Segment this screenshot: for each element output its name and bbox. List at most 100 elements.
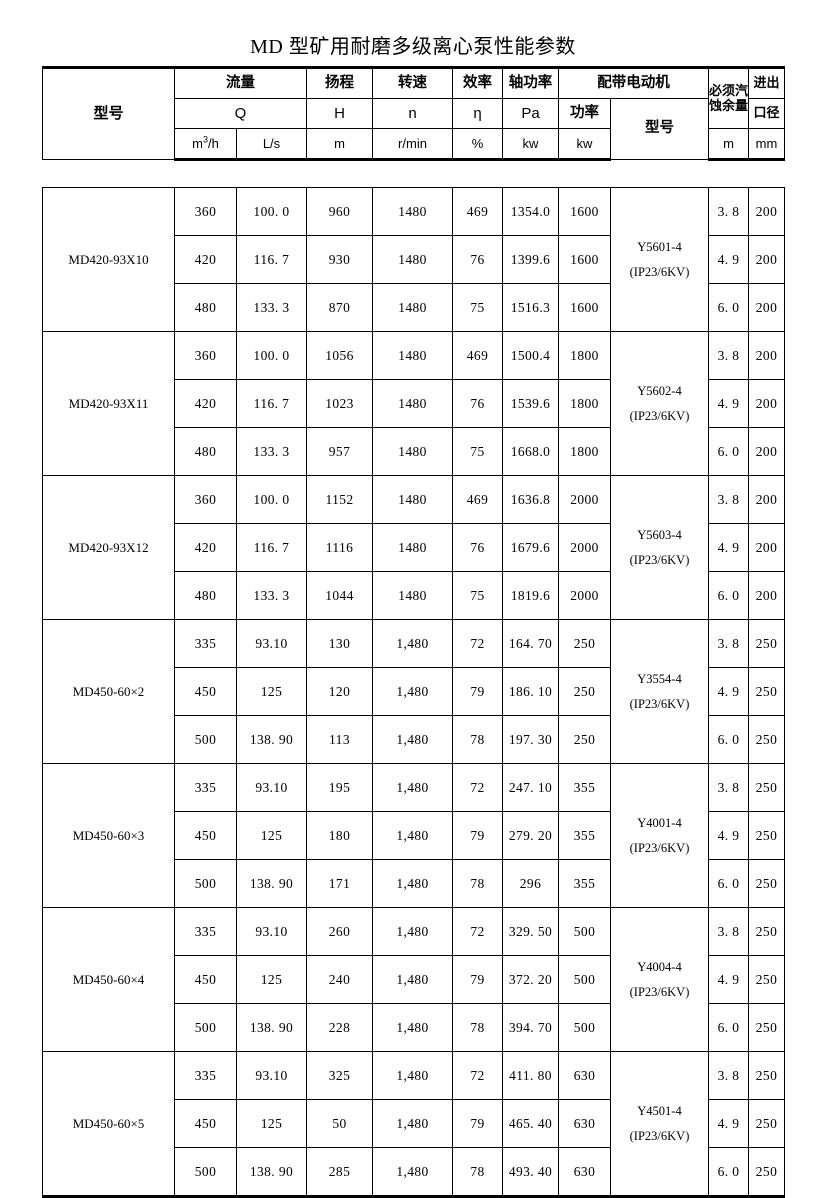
- cell-flow-ls: 100. 0: [236, 187, 307, 236]
- cell-motor-power: 2000: [558, 571, 611, 620]
- table-row: 450 125 180 1,480 79 279. 20 355 4. 9 250: [43, 811, 785, 860]
- cell-flow-m3h: 335: [174, 763, 237, 812]
- cell-port-diameter: 250: [748, 619, 785, 668]
- cell-shaft-power: 1399.6: [502, 235, 559, 284]
- cell-npsh: 6. 0: [708, 427, 749, 476]
- cell-head: 1023: [306, 379, 373, 428]
- unit-per-hour: /h: [208, 135, 219, 151]
- cell-port-diameter: 250: [748, 715, 785, 764]
- cell-speed: 1,480: [372, 763, 453, 812]
- cell-motor-power: 1600: [558, 187, 611, 236]
- pump-model: MD450-60×3: [42, 763, 175, 908]
- cell-motor-power: 2000: [558, 523, 611, 572]
- header-unit-head: m: [306, 128, 373, 161]
- motor-protection-spec: (IP23/6KV): [629, 840, 690, 855]
- header-motor-model: 型号: [610, 98, 709, 160]
- header-unit-flow-m3h: m3/h: [174, 128, 237, 161]
- cell-port-diameter: 250: [748, 1099, 785, 1148]
- cell-port-diameter: 200: [748, 475, 785, 524]
- cell-flow-m3h: 500: [174, 859, 237, 908]
- cell-head: 1152: [306, 475, 373, 524]
- cell-flow-m3h: 360: [174, 475, 237, 524]
- cell-motor-power: 1800: [558, 331, 611, 380]
- cell-flow-m3h: 480: [174, 571, 237, 620]
- header-flow-symbol: Q: [174, 98, 307, 129]
- motor-protection-spec: (IP23/6KV): [629, 696, 690, 711]
- cell-npsh: 3. 8: [708, 187, 749, 236]
- cell-shaft-power: 296: [502, 859, 559, 908]
- cell-flow-m3h: 480: [174, 283, 237, 332]
- cell-npsh: 4. 9: [708, 811, 749, 860]
- cell-head: 260: [306, 907, 373, 956]
- cell-efficiency: 72: [452, 619, 503, 668]
- cell-port-diameter: 250: [748, 955, 785, 1004]
- cell-head: 957: [306, 427, 373, 476]
- cell-flow-m3h: 420: [174, 235, 237, 284]
- table-body: MD420-93X10 360 100. 0 960 1480 469 1354.0 1600…: [42, 187, 785, 1198]
- cell-motor-power: 630: [558, 1099, 611, 1148]
- cell-head: 1056: [306, 331, 373, 380]
- cell-motor-power: 250: [558, 715, 611, 764]
- table-row: 480 133. 3 957 1480 75 1668.0 1800 6. 0 200: [43, 427, 785, 476]
- unit-m: m: [192, 135, 203, 151]
- cell-motor-power: 500: [558, 955, 611, 1004]
- motor-model: Y4004-4 (IP23/6KV): [610, 907, 709, 1052]
- cell-speed: 1,480: [372, 1099, 453, 1148]
- cell-shaft-power: 1679.6: [502, 523, 559, 572]
- cell-flow-ls: 133. 3: [236, 427, 307, 476]
- motor-protection-spec: (IP23/6KV): [629, 264, 690, 279]
- cell-speed: 1,480: [372, 715, 453, 764]
- cell-npsh: 3. 8: [708, 907, 749, 956]
- table-row: 500 138. 90 228 1,480 78 394. 70 500 6. 0 250: [43, 1003, 785, 1052]
- cell-npsh: 3. 8: [708, 763, 749, 812]
- motor-model: Y5602-4 (IP23/6KV): [610, 331, 709, 476]
- cell-speed: 1,480: [372, 955, 453, 1004]
- cell-shaft-power: 1636.8: [502, 475, 559, 524]
- cell-flow-m3h: 335: [174, 907, 237, 956]
- motor-model-code: Y5601-4: [637, 239, 682, 254]
- cell-head: 171: [306, 859, 373, 908]
- header-unit-motor-power: kw: [558, 128, 611, 161]
- cell-flow-ls: 138. 90: [236, 715, 307, 764]
- motor-protection-spec: (IP23/6KV): [629, 984, 690, 999]
- cell-efficiency: 72: [452, 763, 503, 812]
- cell-shaft-power: 186. 10: [502, 667, 559, 716]
- table-row: 480 133. 3 1044 1480 75 1819.6 2000 6. 0 200: [43, 571, 785, 620]
- cell-efficiency: 469: [452, 331, 503, 380]
- cell-flow-m3h: 450: [174, 1099, 237, 1148]
- table-row: 420 116. 7 1116 1480 76 1679.6 2000 4. 9 200: [43, 523, 785, 572]
- table-row: MD420-93X10 360 100. 0 960 1480 469 1354.0 1600…: [42, 187, 785, 332]
- table-row: 480 133. 3 870 1480 75 1516.3 1600 6. 0 200: [43, 283, 785, 332]
- table-row: MD450-60×3 335 93.10 195 1,480 72 247. 10 355 Y4…: [42, 763, 785, 908]
- cell-speed: 1480: [372, 379, 453, 428]
- cell-port-diameter: 250: [748, 667, 785, 716]
- cell-motor-power: 355: [558, 811, 611, 860]
- cell-speed: 1480: [372, 235, 453, 284]
- pump-model: MD450-60×4: [42, 907, 175, 1052]
- motor-model-code: Y4501-4: [637, 1103, 682, 1118]
- cell-flow-ls: 138. 90: [236, 859, 307, 908]
- cell-shaft-power: 493. 40: [502, 1147, 559, 1198]
- header-speed-symbol: n: [372, 98, 453, 129]
- header-row-group: 型号 流量 扬程 转速 效率 轴功率 配带电动机 必须汽 蚀余量 进出: [42, 66, 785, 160]
- cell-motor-power: 355: [558, 859, 611, 908]
- cell-head: 50: [306, 1099, 373, 1148]
- cell-efficiency: 76: [452, 523, 503, 572]
- cell-flow-m3h: 500: [174, 715, 237, 764]
- cell-head: 113: [306, 715, 373, 764]
- header-row-unit: m3/h L/s m r/min % kw kw m mm: [43, 128, 785, 161]
- cell-flow-m3h: 500: [174, 1003, 237, 1052]
- cell-speed: 1480: [372, 283, 453, 332]
- cell-shaft-power: 247. 10: [502, 763, 559, 812]
- cell-flow-m3h: 360: [174, 187, 237, 236]
- cell-speed: 1,480: [372, 907, 453, 956]
- cell-npsh: 4. 9: [708, 379, 749, 428]
- cell-motor-power: 250: [558, 667, 611, 716]
- cell-port-diameter: 200: [748, 379, 785, 428]
- cell-port-diameter: 250: [748, 1051, 785, 1100]
- cell-flow-m3h: 420: [174, 379, 237, 428]
- cell-port-diameter: 250: [748, 763, 785, 812]
- cell-flow-m3h: 500: [174, 1147, 237, 1198]
- cell-flow-ls: 93.10: [236, 907, 307, 956]
- header-shaft-power-symbol: Pa: [502, 98, 559, 129]
